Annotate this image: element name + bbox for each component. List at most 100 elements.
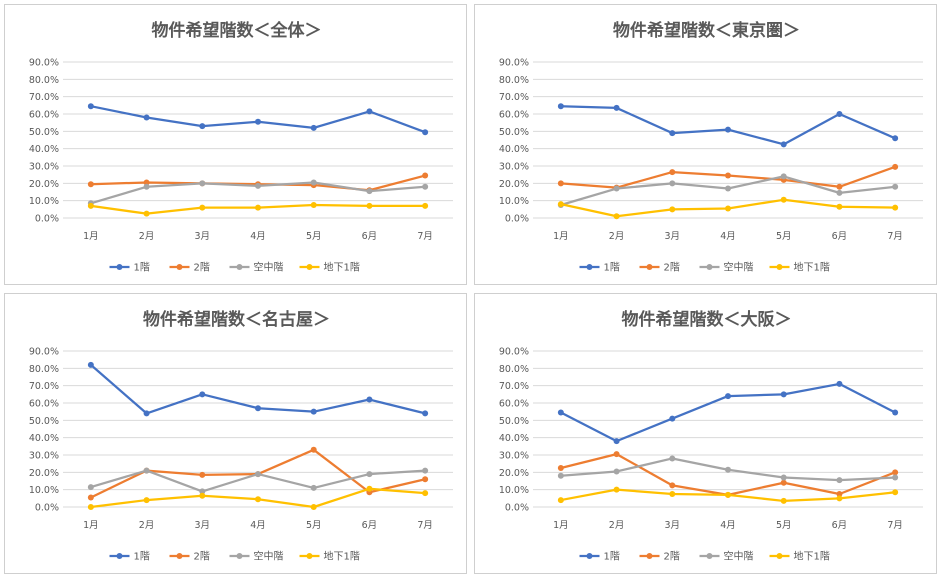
data-point [557,409,564,416]
y-tick-label: 70.0% [499,92,529,103]
data-point [836,495,843,502]
data-point [255,405,261,412]
data-point [199,180,206,187]
y-tick-label: 70.0% [29,92,59,103]
data-point [143,210,150,217]
legend-marker [116,264,123,270]
data-point [255,496,261,503]
data-point [87,103,94,110]
chart-title: 物件希望階数＜名古屋＞ [143,309,330,330]
data-point [780,474,787,481]
x-tick-label: 7月 [417,520,433,531]
data-point [669,482,676,489]
x-tick-label: 2月 [609,520,625,531]
legend-label: 2階 [664,551,680,563]
x-tick-label: 2月 [609,231,625,242]
data-point [780,141,787,148]
data-point [366,396,373,403]
y-tick-label: 80.0% [499,75,529,86]
data-point [87,361,94,368]
legend-label: 1階 [604,262,620,274]
y-tick-label: 40.0% [29,433,59,444]
x-tick-label: 6月 [832,231,848,242]
data-point [892,163,899,170]
series-line [560,453,896,496]
legend-label: 地下1階 [794,261,830,274]
data-point [669,455,676,462]
legend-marker [706,553,713,559]
data-point [422,129,429,136]
chart-panel-tokyo: 物件希望階数＜東京圏＞ 0.0% 10.0% 20.0% 30.0% 40.0% 50.0%… [474,4,937,285]
x-tick-label: 5月 [776,520,792,531]
data-point [366,188,373,195]
series-line [560,382,896,443]
legend-marker [176,553,183,559]
legend-label: 2階 [194,262,210,274]
data-point [613,104,620,111]
data-point [892,204,899,211]
data-point [422,172,429,179]
data-point [836,189,843,196]
data-point [725,466,731,473]
chart-title: 物件希望階数＜東京圏＞ [613,20,800,41]
data-point [143,410,150,417]
legend-label: 地下1階 [324,550,360,563]
y-tick-label: 40.0% [499,433,529,444]
data-point [310,202,317,208]
chart-svg: 物件希望階数＜大阪＞ 0.0% 10.0% 20.0% 30.0% 40.0% 50.0% 6… [499,309,923,563]
data-point [255,182,261,189]
chart-panel-nagoya: 物件希望階数＜名古屋＞ 0.0% 10.0% 20.0% 30.0% 40.0% 50.0%… [4,293,467,574]
x-tick-label: 3月 [665,231,681,242]
data-point [310,484,317,491]
data-point [310,446,317,453]
y-tick-label: 50.0% [29,416,59,427]
data-point [892,489,899,496]
data-point [310,504,317,510]
x-tick-label: 5月 [776,231,792,242]
y-tick-label: 20.0% [29,468,59,479]
data-point [613,438,620,445]
legend-marker [236,553,243,559]
data-point [199,123,206,130]
legend-marker [776,553,783,559]
x-tick-label: 6月 [362,520,378,531]
y-tick-label: 30.0% [499,451,529,462]
legend-label: 地下1階 [324,261,360,274]
y-tick-label: 40.0% [499,144,529,155]
x-tick-label: 3月 [195,231,211,242]
data-point [780,173,787,180]
y-tick-label: 60.0% [29,110,59,121]
y-tick-label: 90.0% [499,347,529,358]
chart-svg: 物件希望階数＜東京圏＞ 0.0% 10.0% 20.0% 30.0% 40.0% 50.0%… [499,20,923,274]
legend-label: 2階 [194,551,210,563]
y-tick-label: 10.0% [499,196,529,207]
data-point [310,408,317,415]
x-tick-label: 7月 [887,520,903,531]
data-point [780,479,787,486]
y-tick-label: 10.0% [29,485,59,496]
x-tick-label: 6月 [362,231,378,242]
data-point [725,172,731,179]
data-point [199,492,206,499]
y-tick-label: 90.0% [29,58,59,69]
data-point [613,451,620,458]
x-tick-label: 7月 [417,231,433,242]
x-tick-label: 4月 [720,520,736,531]
legend-marker [586,553,593,559]
data-point [892,469,899,476]
data-point [366,485,373,492]
data-point [143,183,150,190]
data-point [780,497,787,504]
data-point [143,467,150,474]
legend-label: 空中階 [724,261,754,274]
y-tick-label: 80.0% [29,75,59,86]
data-point [836,111,843,117]
data-point [892,183,899,190]
legend-label: 2階 [664,262,680,274]
data-point [613,468,620,475]
data-point [199,204,206,211]
data-point [422,183,429,190]
data-point [255,118,261,125]
legend-label: 1階 [604,551,620,563]
legend-marker [116,553,123,559]
